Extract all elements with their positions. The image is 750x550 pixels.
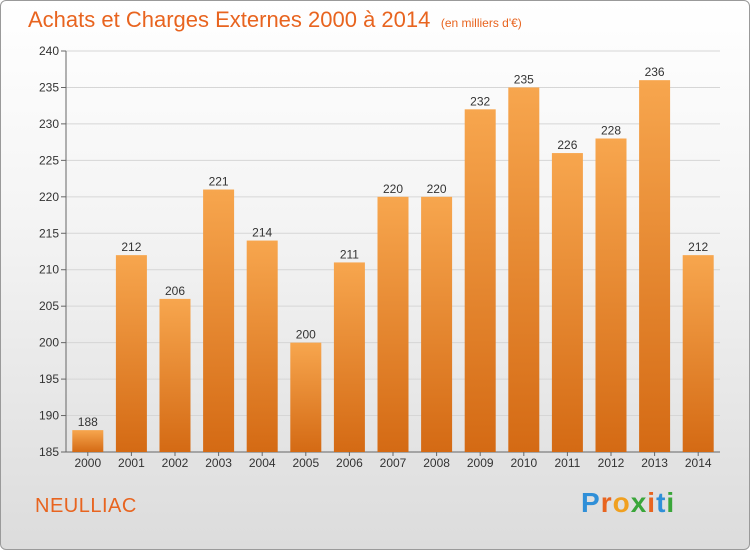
data-label: 214 (252, 226, 272, 240)
x-tick-label: 2007 (380, 456, 407, 470)
bar (421, 196, 453, 452)
data-label: 220 (383, 182, 403, 196)
y-tick-label: 220 (39, 190, 59, 204)
y-tick-label: 235 (39, 80, 59, 94)
x-tick-label: 2004 (249, 456, 276, 470)
bars (72, 80, 714, 453)
logo-letter: x (630, 487, 648, 518)
x-tick-labels: 2000 2001 2002 2003 2004 2005 2006 2007 2008 2009… (74, 452, 712, 470)
data-label: 200 (296, 328, 316, 342)
commune-name: NEULLIAC (35, 495, 137, 517)
x-tick-label: 2010 (510, 456, 537, 470)
y-tick-label: 230 (39, 117, 59, 131)
x-tick-label: 2002 (162, 456, 189, 470)
x-tick-label: 2008 (423, 456, 450, 470)
x-tick-label: 2011 (554, 456, 580, 470)
bar (115, 255, 147, 452)
y-tick-label: 195 (39, 372, 59, 386)
bar (159, 298, 191, 452)
logo-letter: o (612, 487, 631, 518)
chart-subtitle: (en milliers d'€) (440, 16, 522, 30)
bar (682, 255, 714, 452)
bar (595, 138, 627, 452)
y-tick-label: 190 (39, 409, 59, 423)
bar (246, 240, 278, 452)
y-tick-label: 200 (39, 336, 59, 350)
x-tick-label: 2009 (467, 456, 494, 470)
bar (377, 196, 409, 452)
y-tick-label: 205 (39, 299, 59, 313)
chart-title-block: Achats et Charges Externes 2000 à 2014 (… (28, 7, 522, 33)
logo-letter: i (666, 487, 676, 518)
data-label: 188 (78, 415, 98, 429)
data-label: 226 (557, 138, 577, 152)
x-tick-label: 2003 (205, 456, 232, 470)
logo-letter: i (647, 487, 657, 518)
y-tick-label: 240 (39, 44, 59, 58)
proxiti-logo: Proxiti (581, 487, 675, 519)
x-tick-label: 2012 (598, 456, 625, 470)
y-tick-label: 185 (39, 445, 59, 459)
data-label: 211 (340, 247, 359, 261)
data-label: 220 (427, 182, 447, 196)
x-tick-label: 2014 (685, 456, 712, 470)
logo-letter: r (600, 487, 613, 518)
data-label: 236 (645, 65, 665, 79)
logo-letter: P (581, 487, 601, 518)
bar (333, 262, 365, 452)
data-label: 235 (514, 72, 534, 86)
bar (72, 430, 104, 452)
x-tick-label: 2005 (292, 456, 319, 470)
chart-title: Achats et Charges Externes 2000 à 2014 (28, 7, 431, 32)
bar (464, 109, 496, 452)
data-label: 206 (165, 284, 185, 298)
x-tick-label: 2006 (336, 456, 363, 470)
y-tick-label: 210 (39, 263, 59, 277)
bar (203, 189, 235, 452)
data-label: 212 (121, 240, 141, 254)
data-labels: 188 212 206 221 214 200 211 220 220 232 235 226 228 2… (78, 65, 709, 429)
y-tick-label: 215 (39, 226, 59, 240)
logo-letter: t (656, 487, 667, 518)
data-label: 221 (209, 175, 229, 189)
bar (290, 342, 322, 452)
bar (551, 153, 583, 452)
y-tick-label: 225 (39, 153, 59, 167)
data-label: 212 (688, 240, 708, 254)
y-tick-labels: 185 190 195 200 205 210 215 220 225 230 235 240 (39, 44, 59, 459)
data-label: 228 (601, 123, 621, 137)
x-tick-label: 2013 (641, 456, 668, 470)
x-tick-label: 2001 (118, 456, 145, 470)
x-tick-label: 2000 (74, 456, 101, 470)
bar (508, 87, 540, 453)
bar (639, 80, 671, 452)
data-label: 232 (470, 94, 490, 108)
